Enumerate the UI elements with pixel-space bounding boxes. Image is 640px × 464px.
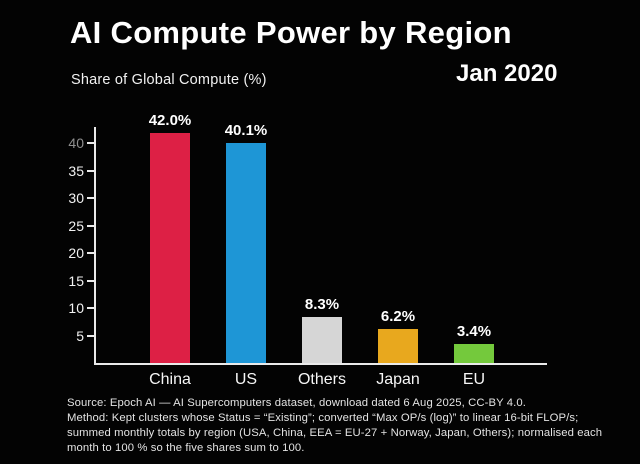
source-note: Source: Epoch AI — AI Supercomputers dat… bbox=[67, 396, 607, 456]
y-tick-mark-15 bbox=[87, 279, 94, 282]
y-tick-mark-25 bbox=[87, 224, 94, 227]
plot-area: 42.0% China 40.1% US 8.3% Others 6.2% Japan 3.4%… bbox=[68, 112, 547, 388]
x-tick-label-eu: EU bbox=[462, 371, 486, 388]
source-line: Source: Epoch AI — AI Supercomputers dat… bbox=[67, 397, 526, 409]
page-title: AI Compute Power by Region bbox=[70, 15, 512, 50]
y-tick-label-5: 5 bbox=[76, 327, 84, 344]
y-tick-mark-10 bbox=[87, 307, 94, 310]
bar-japan bbox=[378, 328, 418, 363]
x-tick-label-us: US bbox=[234, 371, 258, 388]
x-tick-label-others: Others bbox=[297, 371, 346, 388]
y-tick-label-20: 20 bbox=[68, 245, 84, 262]
y-tick-mark-5 bbox=[87, 334, 94, 337]
y-tick-label-15: 15 bbox=[68, 272, 84, 289]
y-tick-label-30: 30 bbox=[68, 190, 84, 207]
bar-us bbox=[226, 142, 266, 363]
y-tick-mark-40 bbox=[87, 142, 94, 145]
bar-eu bbox=[454, 344, 494, 363]
method-line-2: summed monthly totals by region (USA, Ch… bbox=[67, 427, 603, 439]
y-axis-title: Share of Global Compute (%) bbox=[71, 72, 267, 88]
y-tick-label-10: 10 bbox=[68, 300, 84, 317]
value-label-china: 42.0% bbox=[148, 111, 192, 129]
value-label-japan: 6.2% bbox=[380, 307, 416, 325]
bar-china bbox=[150, 132, 190, 363]
x-tick-label-japan: Japan bbox=[376, 371, 420, 388]
y-tick-label-25: 25 bbox=[68, 217, 84, 234]
method-line-1: Method: Kept clusters whose Status = “Ex… bbox=[67, 412, 579, 424]
y-tick-mark-20 bbox=[87, 252, 94, 255]
date-label: Jan 2020 bbox=[456, 60, 558, 87]
y-tick-mark-35 bbox=[87, 169, 94, 172]
bar-others bbox=[302, 317, 342, 363]
y-tick-mark-30 bbox=[87, 197, 94, 200]
y-tick-label-40: 40 bbox=[68, 135, 84, 152]
value-label-us: 40.1% bbox=[224, 121, 268, 139]
x-tick-label-china: China bbox=[149, 371, 191, 388]
value-label-others: 8.3% bbox=[304, 296, 340, 314]
y-tick-label-35: 35 bbox=[68, 162, 84, 179]
method-line-3: month to 100 % so the five shares sum to… bbox=[67, 442, 305, 454]
value-label-eu: 3.4% bbox=[456, 323, 492, 341]
